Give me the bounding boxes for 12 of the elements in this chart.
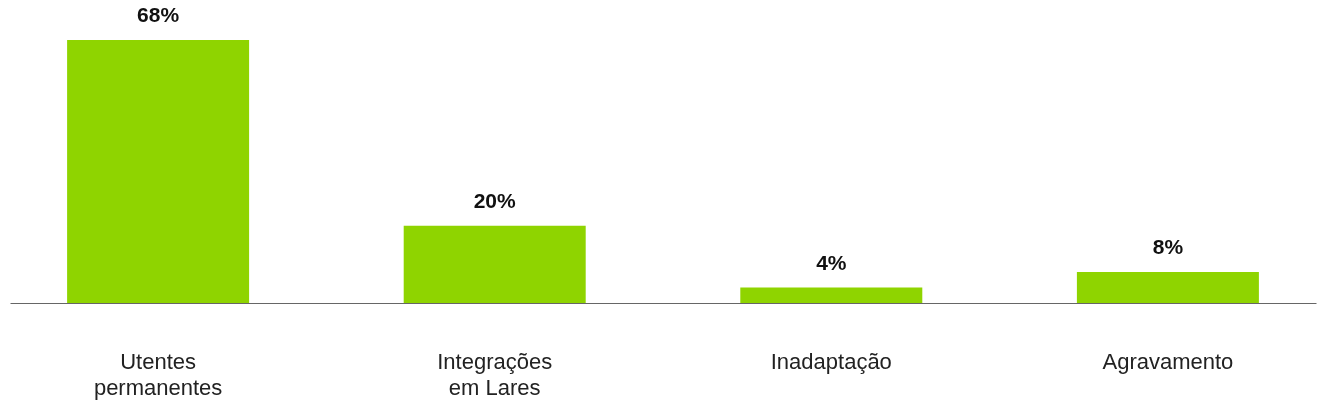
data-label: 4% (816, 250, 847, 274)
bar (1076, 272, 1259, 303)
bar (67, 40, 250, 303)
data-label: 20% (473, 188, 517, 212)
bar (403, 225, 586, 303)
data-label: 68% (137, 3, 180, 26)
bar (740, 287, 923, 303)
x-tick-label: Utentes permanentes (93, 348, 223, 400)
x-tick-label: Integrações em Lares (437, 348, 553, 400)
x-tick-label: Agravamento (1102, 348, 1234, 374)
x-tick-label: Inadaptação (770, 348, 892, 374)
data-label: 8% (1152, 235, 1184, 259)
